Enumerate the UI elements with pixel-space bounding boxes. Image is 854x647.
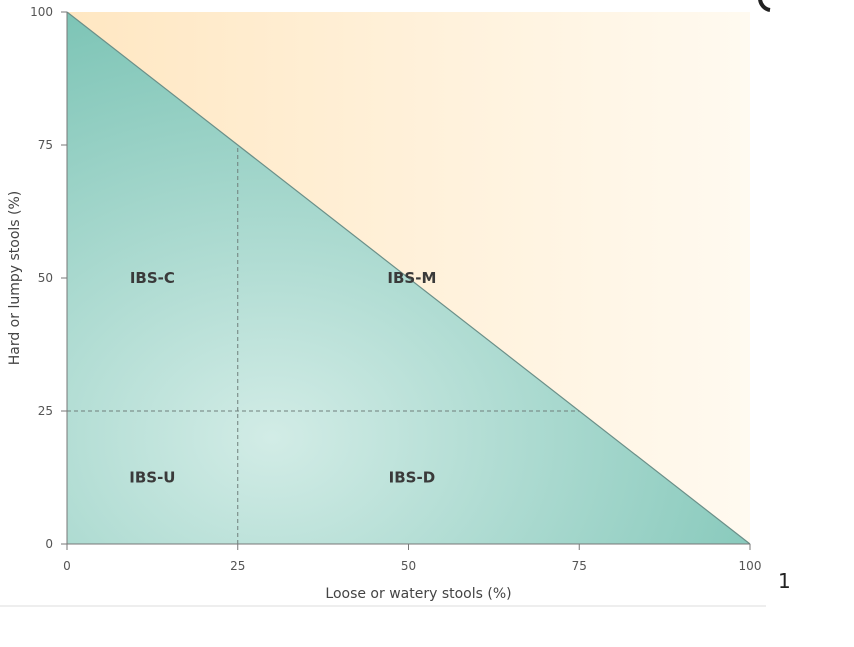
y-tick-label: 75 (38, 138, 53, 152)
region-label: IBS-C (130, 269, 175, 287)
y-axis-title: Hard or lumpy stools (%) (7, 191, 23, 366)
ticks: 0 25 50 75 100 0 25 50 75 100 (30, 5, 761, 573)
x-tick-label: 0 (63, 559, 71, 573)
x-tick-label: 100 (739, 559, 762, 573)
stray-number: 1 (778, 569, 791, 593)
x-tick-label: 25 (230, 559, 245, 573)
x-axis-title: Loose or watery stools (%) (325, 586, 511, 602)
region-label: IBS-D (389, 469, 436, 487)
plot-area (66, 11, 751, 545)
y-tick-label: 0 (45, 537, 53, 551)
region-labels: IBS-C IBS-M IBS-U IBS-D (129, 269, 436, 487)
region-label: IBS-U (129, 469, 175, 487)
region-label: IBS-M (387, 269, 436, 287)
y-tick-label: 25 (38, 404, 53, 418)
y-tick-label: 100 (30, 5, 53, 19)
x-tick-label: 50 (401, 559, 416, 573)
x-tick-label: 75 (572, 559, 587, 573)
y-tick-label: 50 (38, 271, 53, 285)
stray-arc-glyph (758, 0, 771, 12)
boundary-line (66, 11, 751, 545)
